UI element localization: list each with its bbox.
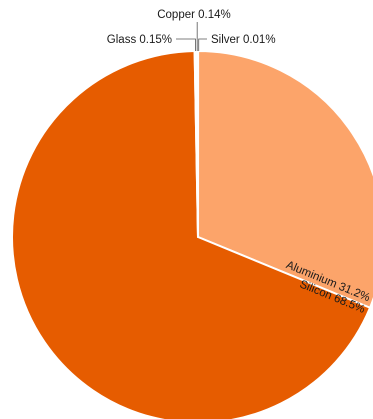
leader-silver (198, 38, 207, 52)
pie-slice-aluminium (197, 50, 373, 309)
leader-glass (176, 38, 196, 52)
slice-label-silver: Silver 0.01% (211, 34, 276, 46)
slice-label-copper: Copper 0.14% (157, 9, 231, 21)
leader-lines (176, 22, 207, 52)
pie-slice-silicon (11, 50, 372, 419)
slice-label-glass: Glass 0.15% (107, 34, 172, 46)
slices-layer (11, 49, 373, 419)
